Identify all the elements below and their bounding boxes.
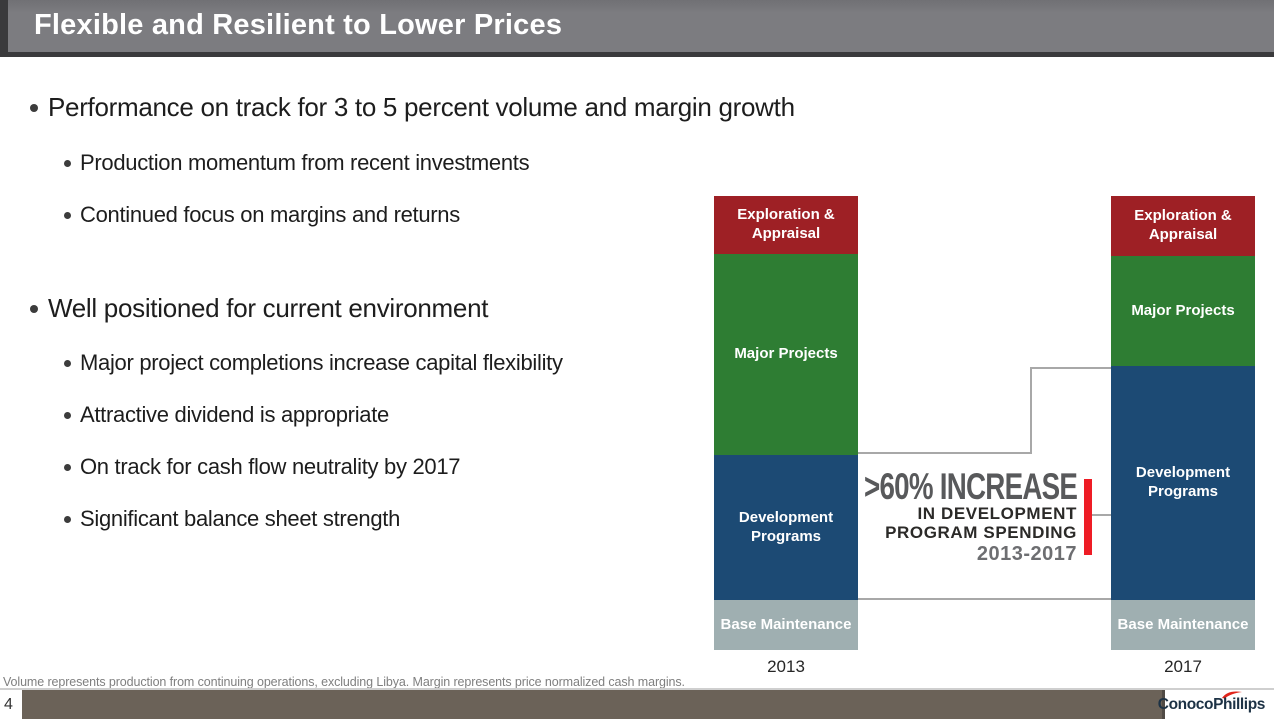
annotation-sub1: IN DEVELOPMENT bbox=[917, 504, 1077, 523]
bullet-text: Continued focus on margins and returns bbox=[80, 202, 460, 227]
conocophillips-logo: ConocoPhillips bbox=[1158, 690, 1274, 719]
segment-major-projects: Major Projects bbox=[1111, 256, 1255, 366]
segment-major-projects: Major Projects bbox=[714, 254, 858, 455]
category-label-2017: 2017 bbox=[1164, 657, 1202, 676]
bullet-text: Performance on track for 3 to 5 percent … bbox=[48, 92, 795, 122]
bullet-dot bbox=[64, 212, 71, 219]
segment-label: Development Programs bbox=[1135, 464, 1231, 500]
footer-bar bbox=[22, 690, 1165, 719]
bullet-dot bbox=[64, 160, 71, 167]
stacked-bar-2017: Exploration & Appraisal Major Projects Dev… bbox=[1111, 196, 1255, 650]
title-bar-shadow-left bbox=[0, 0, 8, 57]
category-label-2013: 2013 bbox=[767, 657, 805, 676]
annotation-period: 2013-2017 bbox=[976, 543, 1077, 565]
title-bar-shadow-bottom bbox=[0, 52, 1274, 57]
segment-base-maintenance: Base Maintenance bbox=[714, 600, 858, 650]
bullet-dot bbox=[64, 360, 71, 367]
segment-label: Major Projects bbox=[1131, 301, 1235, 319]
connector-line-step-horizontal-high bbox=[1030, 367, 1111, 369]
bullet-text: On track for cash flow neutrality by 201… bbox=[80, 454, 461, 479]
annotation-headline: >60% INCREASE bbox=[863, 466, 1078, 507]
segment-development-programs: Development Programs bbox=[714, 455, 858, 600]
bullet-text: Significant balance sheet strength bbox=[80, 506, 401, 531]
bullet-text: Production momentum from recent investme… bbox=[80, 150, 530, 175]
segment-exploration-appraisal: Exploration & Appraisal bbox=[714, 196, 858, 254]
bullet-dot bbox=[64, 412, 71, 419]
footnote: Volume represents production from contin… bbox=[3, 675, 685, 689]
connector-line-step-vertical bbox=[1030, 367, 1032, 454]
annotation-sub2: PROGRAM SPENDING bbox=[885, 523, 1077, 542]
bullet-text: Well positioned for current environment bbox=[48, 293, 489, 323]
segment-label: Base Maintenance bbox=[720, 615, 852, 633]
segment-label: Development Programs bbox=[738, 508, 834, 545]
segment-base-maintenance: Base Maintenance bbox=[1111, 600, 1255, 650]
connector-line-step-horizontal-low bbox=[858, 452, 1032, 454]
connector-line-base-maintenance bbox=[858, 598, 1111, 600]
logo-swoosh-icon bbox=[1222, 691, 1242, 699]
segment-label: Exploration & Appraisal bbox=[737, 206, 835, 242]
segment-label: Major Projects bbox=[734, 345, 838, 363]
stacked-bar-2013: Exploration & Appraisal Major Projects Dev… bbox=[714, 196, 858, 650]
bullet-dot bbox=[30, 305, 38, 313]
segment-label: Base Maintenance bbox=[1117, 615, 1249, 633]
page-number: 4 bbox=[0, 690, 22, 719]
segment-exploration-appraisal: Exploration & Appraisal bbox=[1111, 196, 1255, 256]
slide-title: Flexible and Resilient to Lower Prices bbox=[34, 9, 563, 41]
segment-label: Exploration & Appraisal bbox=[1134, 207, 1232, 243]
segment-development-programs: Development Programs bbox=[1111, 366, 1255, 600]
chart-annotation: >60% INCREASE IN DEVELOPMENT PROGRAM SPE… bbox=[793, 466, 1078, 566]
footer-strip: 4 ConocoPhillips bbox=[0, 688, 1274, 719]
bullet-dot bbox=[30, 104, 38, 112]
title-bar: Flexible and Resilient to Lower Prices bbox=[0, 0, 1274, 57]
connector-line-annotation-tick bbox=[1092, 514, 1111, 516]
bullet-dot bbox=[64, 516, 71, 523]
bullet-text: Attractive dividend is appropriate bbox=[80, 402, 389, 427]
red-accent-bar bbox=[1084, 479, 1092, 555]
bullet-text: Major project completions increase capit… bbox=[80, 350, 563, 375]
bullet-dot bbox=[64, 464, 71, 471]
logo-text: ConocoPhillips bbox=[1157, 696, 1266, 713]
